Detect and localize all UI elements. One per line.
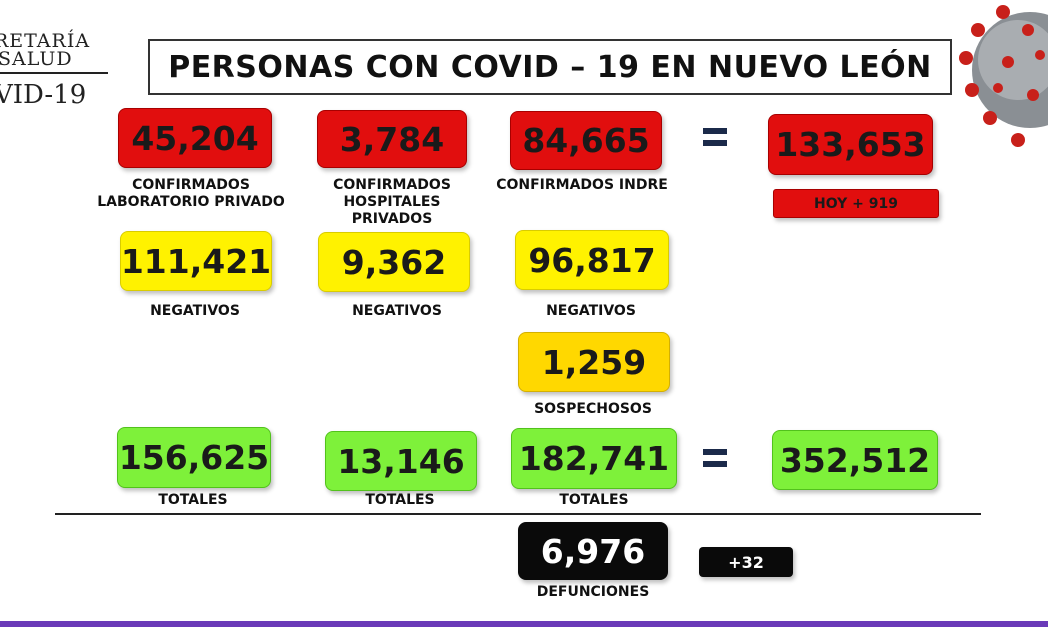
confirmados-indre-value: 84,665	[510, 111, 662, 170]
logo-line-1: RETARÍA	[0, 30, 91, 52]
equals-icon	[703, 128, 727, 152]
defunciones-label: DEFUNCIONES	[536, 584, 650, 600]
equals-icon	[703, 449, 727, 473]
negativos-lab-privado-label: NEGATIVOS	[150, 303, 240, 319]
hoy-badge: HOY + 919	[773, 189, 939, 218]
confirmados-hosp-privados-label: CONFIRMADOS HOSPITALES PRIVADOS	[302, 177, 482, 228]
logo-line-3: VID-19	[0, 80, 87, 110]
totales-indre-value: 182,741	[511, 428, 677, 489]
negativos-hosp-privados-label: NEGATIVOS	[352, 303, 442, 319]
logo-line-2: SALUD	[0, 48, 73, 70]
negativos-hosp-privados-value: 9,362	[318, 232, 470, 292]
totales-hosp-privados-value: 13,146	[325, 431, 477, 491]
bottom-accent-bar	[0, 621, 1048, 627]
label-line: HOSPITALES PRIVADOS	[343, 194, 441, 227]
label-line: LABORATORIO PRIVADO	[97, 194, 285, 210]
negativos-indre-label: NEGATIVOS	[546, 303, 636, 319]
grand-total-value: 352,512	[772, 430, 938, 490]
title-box: PERSONAS CON COVID – 19 EN NUEVO LEÓN	[148, 39, 952, 95]
confirmados-lab-privado-value: 45,204	[118, 108, 272, 168]
coronavirus-icon	[959, 5, 1048, 147]
totales-lab-privado-label: TOTALES	[158, 492, 228, 508]
totales-indre-label: TOTALES	[559, 492, 629, 508]
totales-lab-privado-value: 156,625	[117, 427, 271, 488]
confirmados-lab-privado-label: CONFIRMADOS LABORATORIO PRIVADO	[96, 177, 286, 211]
divider-line	[55, 513, 981, 515]
defunciones-value: 6,976	[518, 522, 668, 580]
secretaria-salud-logo: RETARÍA SALUD VID-19	[0, 28, 110, 118]
sospechosos-label: SOSPECHOSOS	[534, 401, 652, 417]
confirmados-hosp-privados-value: 3,784	[317, 110, 467, 168]
totales-hosp-privados-label: TOTALES	[365, 492, 435, 508]
confirmados-total-value: 133,653	[768, 114, 933, 175]
logo-divider	[0, 72, 108, 74]
page-title: PERSONAS CON COVID – 19 EN NUEVO LEÓN	[168, 49, 932, 85]
defunciones-delta-badge: +32	[699, 547, 793, 577]
label-line: CONFIRMADOS	[132, 177, 250, 193]
negativos-indre-value: 96,817	[515, 230, 669, 290]
negativos-lab-privado-value: 111,421	[120, 231, 272, 291]
sospechosos-value: 1,259	[518, 332, 670, 392]
label-line: CONFIRMADOS	[333, 177, 451, 193]
confirmados-indre-label: CONFIRMADOS INDRE	[496, 177, 668, 193]
